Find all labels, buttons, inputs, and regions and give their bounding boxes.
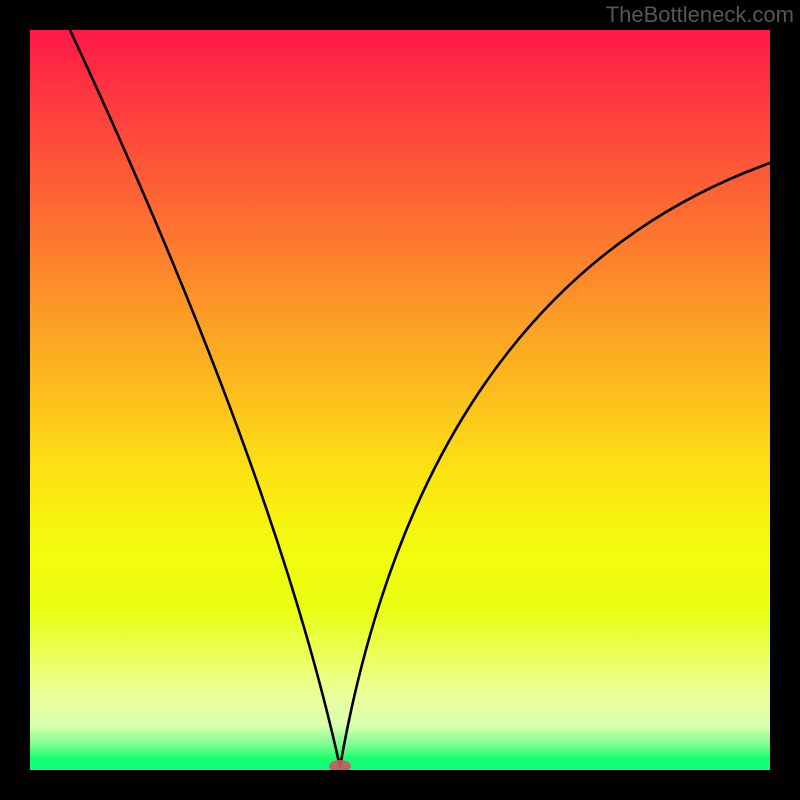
chart-stage: TheBottleneck.com <box>0 0 800 800</box>
sweet-spot-marker <box>329 760 351 772</box>
chart-svg <box>0 0 800 800</box>
plot-background <box>30 30 770 770</box>
watermark-text: TheBottleneck.com <box>606 2 794 28</box>
